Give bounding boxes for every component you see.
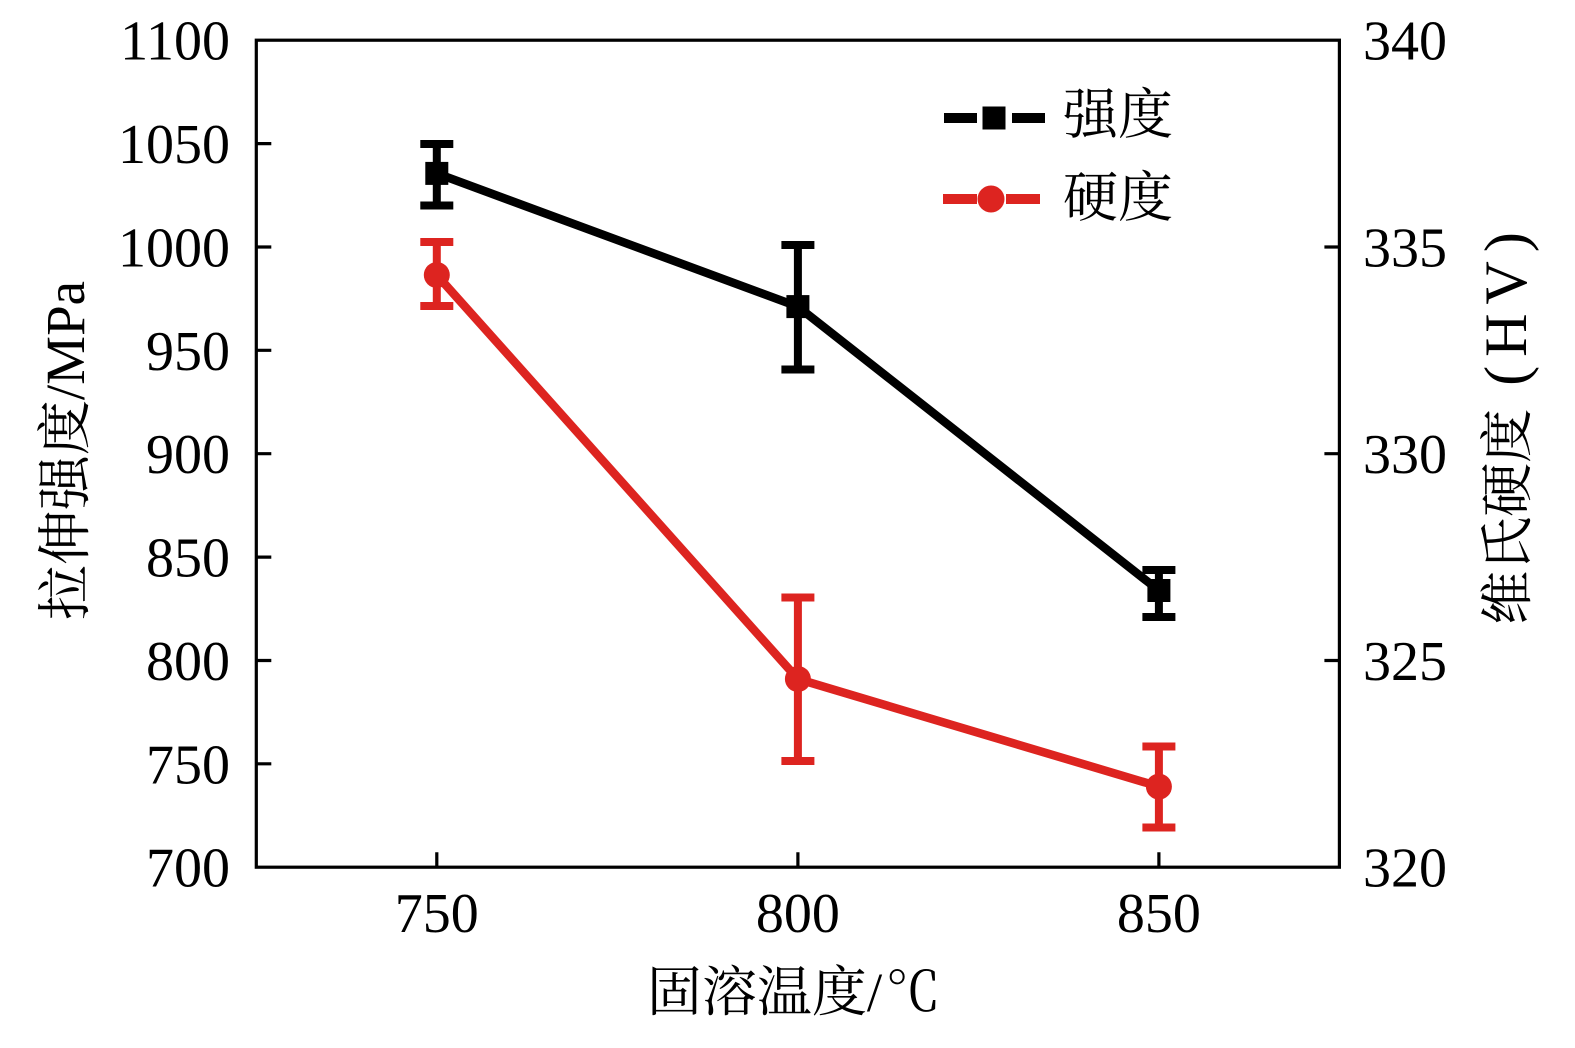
svg-text:750: 750	[146, 734, 230, 796]
svg-text:700: 700	[146, 838, 230, 900]
svg-text:850: 850	[146, 528, 230, 590]
svg-text:800: 800	[756, 883, 840, 945]
svg-text:/: /	[867, 962, 883, 1023]
svg-text:750: 750	[395, 883, 479, 945]
svg-text:335: 335	[1363, 218, 1447, 280]
svg-text:900: 900	[146, 424, 230, 486]
svg-text:850: 850	[1117, 883, 1201, 945]
svg-text:1050: 1050	[118, 114, 230, 176]
svg-text:320: 320	[1363, 838, 1447, 900]
svg-text:325: 325	[1363, 631, 1447, 693]
svg-text:1100: 1100	[120, 11, 230, 73]
svg-text:/MPa: /MPa	[35, 281, 96, 400]
svg-text:340: 340	[1363, 11, 1447, 73]
svg-text:(HV): (HV)	[1473, 223, 1539, 386]
svg-text:330: 330	[1363, 424, 1447, 486]
svg-text:1000: 1000	[118, 218, 230, 280]
svg-text:950: 950	[146, 321, 230, 383]
svg-text:800: 800	[146, 631, 230, 693]
